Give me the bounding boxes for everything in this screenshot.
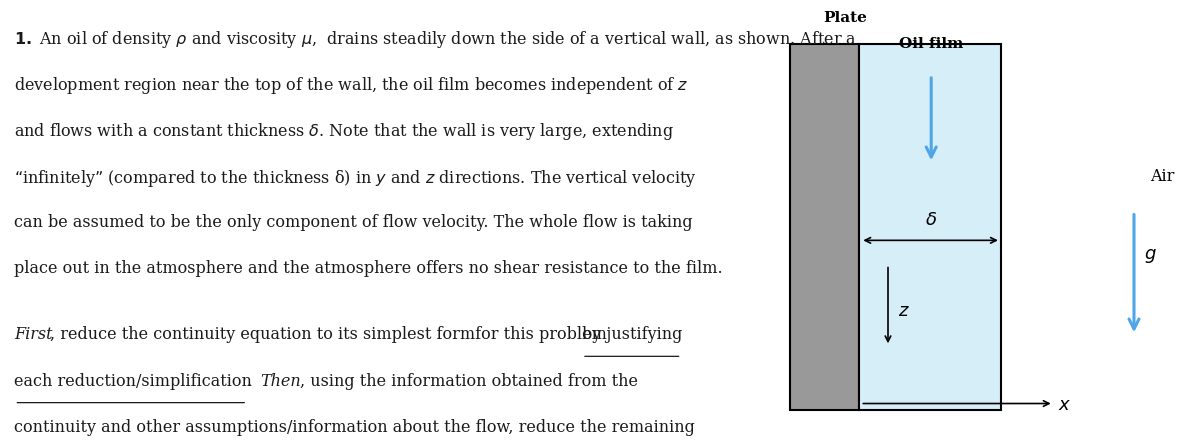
Bar [790, 44, 859, 410]
Text: First: First [14, 326, 53, 344]
Text: “infinitely” (compared to the thickness δ) in $y$ and $z$ directions. The vertic: “infinitely” (compared to the thickness … [14, 168, 697, 189]
Text: development region near the top of the wall, the oil film becomes independent of: development region near the top of the w… [14, 75, 689, 96]
Text: , using the information obtained from the: , using the information obtained from th… [300, 373, 638, 390]
Text: $g$: $g$ [1144, 247, 1157, 265]
Text: $z$: $z$ [898, 302, 910, 320]
Text: .: . [247, 373, 258, 390]
Text: $\delta$: $\delta$ [925, 211, 937, 229]
Text: place out in the atmosphere and the atmosphere offers no shear resistance to the: place out in the atmosphere and the atmo… [14, 260, 724, 277]
Text: Air: Air [1150, 168, 1174, 185]
Bar [859, 44, 1001, 410]
Text: Then: Then [260, 373, 301, 390]
Text: $x$: $x$ [1058, 396, 1072, 414]
Text: continuity and other assumptions/information about the flow, reduce the remainin: continuity and other assumptions/informa… [14, 419, 695, 436]
Text: $\mathbf{1.}$ An oil of density $\rho$ and viscosity $\mu$,  drains steadily dow: $\mathbf{1.}$ An oil of density $\rho$ a… [14, 29, 857, 50]
Text: , reduce the continuity equation to its simplest formfor this problem: , reduce the continuity equation to its … [50, 326, 612, 344]
Text: each reduction/simplification: each reduction/simplification [14, 373, 252, 390]
Text: and flows with a constant thickness $\delta$. Note that the wall is very large, : and flows with a constant thickness $\de… [14, 121, 674, 142]
Text: by justifying: by justifying [582, 326, 683, 344]
Text: can be assumed to be the only component of flow velocity. The whole flow is taki: can be assumed to be the only component … [14, 214, 694, 231]
Text: Oil film: Oil film [899, 37, 964, 52]
Text: Plate: Plate [823, 11, 866, 25]
